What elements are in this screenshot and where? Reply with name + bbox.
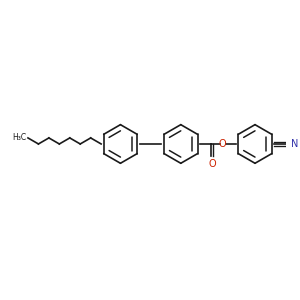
Text: O: O: [208, 159, 216, 169]
Text: H₃C: H₃C: [12, 133, 26, 142]
Text: O: O: [218, 139, 226, 149]
Text: N: N: [291, 139, 298, 149]
